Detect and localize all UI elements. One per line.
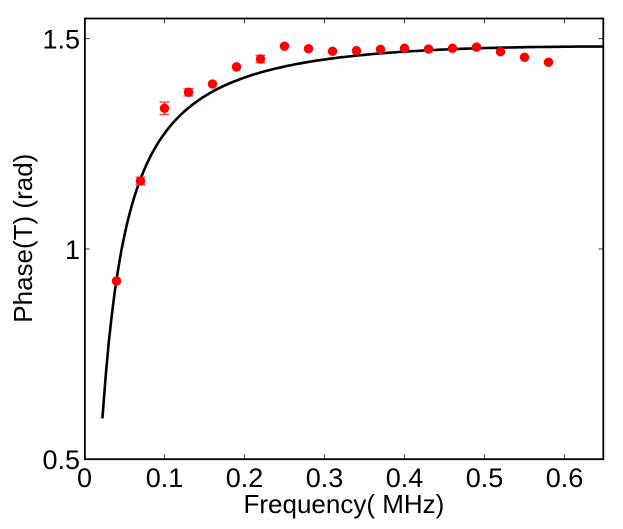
svg-text:0.1: 0.1 [146,463,184,493]
svg-text:0.5: 0.5 [42,445,80,475]
svg-text:0.6: 0.6 [546,463,584,493]
svg-text:0.2: 0.2 [226,463,264,493]
svg-text:Frequency( MHz): Frequency( MHz) [243,489,444,519]
svg-text:0.4: 0.4 [386,463,424,493]
svg-text:Phase(T) (rad): Phase(T) (rad) [8,154,38,323]
svg-text:1: 1 [65,235,80,265]
svg-text:1.5: 1.5 [42,25,80,55]
svg-text:0.3: 0.3 [306,463,344,493]
svg-text:0.5: 0.5 [466,463,504,493]
svg-text:0: 0 [77,463,92,493]
